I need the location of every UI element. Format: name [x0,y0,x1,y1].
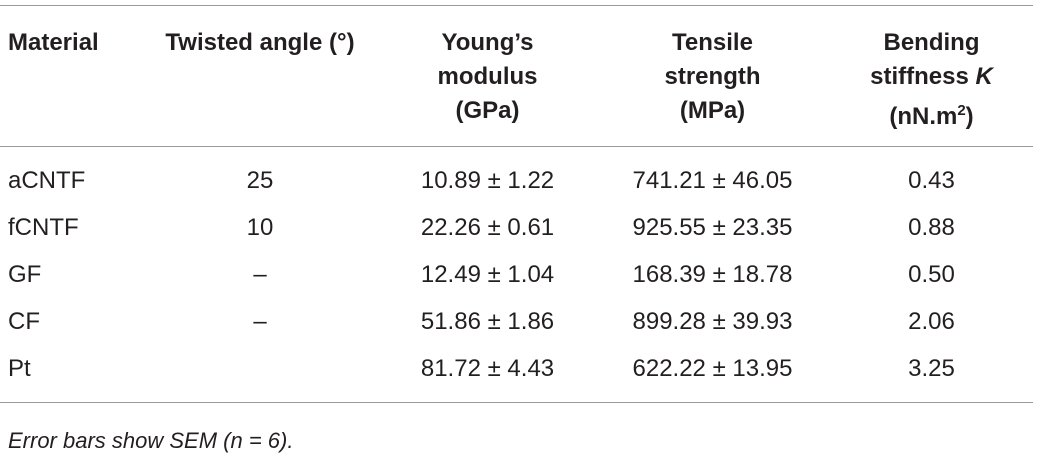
header-symbol: K [975,63,993,90]
header-cell: Tensile strength (MPa) [595,5,830,147]
table-row: Pt 81.72 ± 4.43 622.22 ± 13.95 3.25 [0,345,1033,403]
table-cell: 51.86 ± 1.86 [420,307,555,335]
table-cell: GF [8,260,42,288]
header-cell: Young’s modulus (GPa) [380,5,595,147]
header-cell: Twisted angle (°) [140,5,380,147]
header-text: Tensile [672,29,753,56]
table-cell: 925.55 ± 23.35 [632,213,793,241]
header-text: Twisted angle (°) [165,29,355,56]
table-cell: 899.28 ± 39.93 [632,307,793,335]
header-text: (nN.m [889,103,958,130]
table-row: aCNTF 25 10.89 ± 1.22 741.21 ± 46.05 0.43 [0,147,1033,205]
table-cell [140,345,380,403]
table-cell: 12.49 ± 1.04 [420,260,555,288]
table-cell: – [253,260,267,288]
table-cell: 741.21 ± 46.05 [632,166,793,194]
footnote: Error bars show SEM (n = 6). [8,428,294,453]
table-cell: 81.72 ± 4.43 [380,345,595,403]
header-text: Material [8,29,99,56]
header-cell: Material [0,5,140,147]
table-cell: 3.25 [830,345,1033,403]
table-body: aCNTF 25 10.89 ± 1.22 741.21 ± 46.05 0.43 fCN… [0,147,1033,403]
data-table: Material Twisted angle (°) Young’s modulu… [0,5,1033,403]
table-row: CF – 51.86 ± 1.86 899.28 ± 39.93 2.06 [0,298,1033,345]
header-text: Young’s [441,29,534,56]
table-cell: 10.89 ± 1.22 [420,166,555,194]
header-text: strength [664,63,761,90]
header-text: Bending [883,29,980,56]
header-text: (GPa) [455,97,520,124]
table-cell: 168.39 ± 18.78 [632,260,793,288]
table-header: Material Twisted angle (°) Young’s modulu… [0,5,1033,147]
table-cell: 0.88 [908,213,955,241]
header-text: modulus [437,63,538,90]
table-cell: 25 [246,166,274,194]
table-cell: 0.43 [908,166,955,194]
header-row: Material Twisted angle (°) Young’s modulu… [0,5,1033,147]
table-cell: fCNTF [8,213,79,241]
table-cell: 10 [246,213,274,241]
table-cell: Pt [0,345,140,403]
header-cell: Bending stiffness K (nN.m2) [830,5,1033,147]
header-exponent: 2 [957,102,966,119]
table-cell: 22.26 ± 0.61 [420,213,555,241]
table-cell: 622.22 ± 13.95 [595,345,830,403]
table-cell: – [253,307,267,335]
header-text: ) [965,103,974,130]
table-row: GF – 12.49 ± 1.04 168.39 ± 18.78 0.50 [0,251,1033,298]
table-cell: aCNTF [8,166,86,194]
header-text: (MPa) [679,97,746,124]
table-cell: 0.50 [908,260,955,288]
header-text: stiffness [870,63,969,90]
table-row: fCNTF 10 22.26 ± 0.61 925.55 ± 23.35 0.88 [0,204,1033,251]
table-cell: CF [8,307,40,335]
table-cell: 2.06 [908,307,955,335]
